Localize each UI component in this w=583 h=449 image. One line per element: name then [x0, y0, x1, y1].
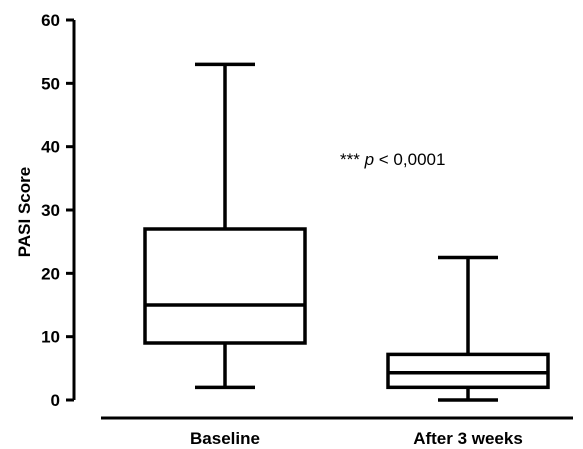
significance-stars: ***: [340, 150, 360, 169]
box-iqr: [386, 352, 550, 390]
y-tick-label: 0: [51, 391, 60, 410]
y-tick-label: 40: [41, 138, 60, 157]
y-tick-label: 20: [41, 264, 60, 283]
x-tick-label: After 3 weeks: [413, 429, 523, 448]
y-tick-label: 50: [41, 74, 60, 93]
y-axis-title: PASI Score: [15, 167, 34, 257]
box-2: [386, 255, 550, 402]
y-ticks: 0 10 20 30 40 50 60: [41, 11, 74, 410]
p-value-text: < 0,0001: [374, 150, 445, 169]
box-series: [143, 62, 550, 402]
x-tick-label: Baseline: [190, 429, 260, 448]
y-tick-label: 60: [41, 11, 60, 30]
box-iqr: [143, 227, 307, 345]
significance-annotation: *** p < 0,0001: [340, 150, 445, 169]
y-tick-label: 30: [41, 201, 60, 220]
x-tick-labels: Baseline After 3 weeks: [190, 429, 523, 448]
p-symbol: p: [364, 150, 374, 169]
y-tick-label: 10: [41, 328, 60, 347]
box-1: [143, 62, 307, 390]
